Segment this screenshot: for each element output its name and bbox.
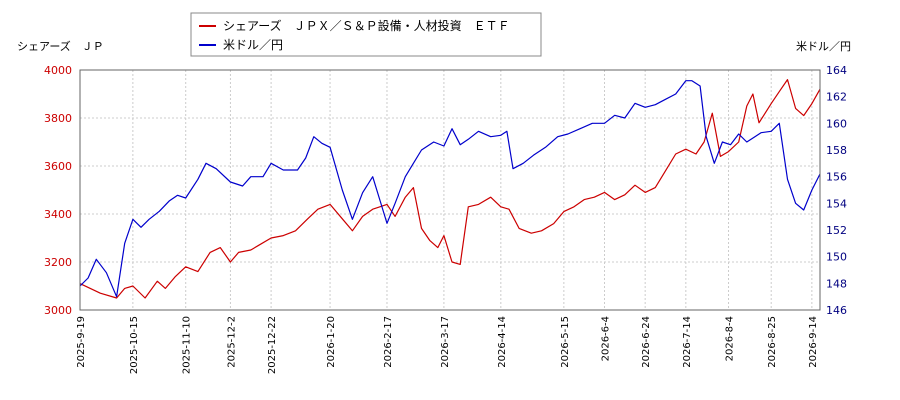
x-tick-label: 2026-8-25 [767, 316, 778, 368]
x-tick-label: 2026-2-17 [383, 316, 394, 368]
plot-frame [79, 69, 821, 311]
axis-tick-labels: 3000 3200 3400 3600 3800 4000 146 148 150 152 154 1… [44, 64, 847, 374]
right-y-tick-label: 154 [826, 197, 847, 210]
right-y-tick-label: 146 [826, 304, 847, 317]
right-y-tick-label: 160 [826, 117, 847, 130]
x-tick-label: 2026-3-17 [440, 316, 451, 368]
left-y-tick-label: 3400 [44, 208, 72, 221]
x-tick-label: 2026-6-4 [601, 316, 612, 361]
series-line-etf [79, 78, 821, 299]
left-y-tick-label: 3800 [44, 112, 72, 125]
left-y-tick-label: 3600 [44, 160, 72, 173]
left-axis-title: シェアーズ ＪＰ [17, 39, 104, 53]
x-tick-label: 2025-12-2 [226, 316, 237, 368]
left-y-tick-label: 3200 [44, 256, 72, 269]
x-tick-label: 2026-9-14 [808, 316, 819, 368]
x-tick-label: 2026-5-15 [560, 316, 571, 368]
x-tick-label: 2026-6-24 [641, 316, 652, 368]
left-y-tick-label: 3000 [44, 304, 72, 317]
x-tick-label: 2025-12-22 [267, 316, 278, 374]
x-tick-label: 2025-10-15 [129, 316, 140, 374]
legend: シェアーズ ＪＰＸ／Ｓ＆Ｐ設備・人材投資 ＥＴＦ 米ドル／円 [190, 12, 542, 57]
legend-label-usdjpy: 米ドル／円 [223, 38, 283, 52]
right-y-tick-label: 148 [826, 277, 847, 290]
x-tick-label: 2026-1-20 [326, 316, 337, 368]
right-y-tick-label: 164 [826, 64, 847, 77]
x-tick-label: 2026-4-14 [497, 316, 508, 368]
right-y-tick-label: 156 [826, 171, 847, 184]
series-lines [79, 78, 821, 299]
right-y-tick-label: 162 [826, 91, 847, 104]
right-y-tick-label: 150 [826, 251, 847, 264]
right-axis-title: 米ドル／円 [796, 40, 851, 53]
left-y-tick-label: 4000 [44, 64, 72, 77]
legend-label-etf: シェアーズ ＪＰＸ／Ｓ＆Ｐ設備・人材投資 ＥＴＦ [223, 18, 510, 33]
grid [79, 69, 820, 311]
legend-box [190, 12, 542, 57]
x-tick-label: 2025-9-19 [76, 316, 87, 368]
series-line-usdjpy [79, 80, 821, 298]
x-tick-label: 2026-7-14 [682, 316, 693, 368]
x-tick-label: 2025-11-10 [182, 316, 193, 374]
right-y-tick-label: 152 [826, 224, 847, 237]
right-y-tick-label: 158 [826, 144, 847, 157]
x-tick-label: 2026-8-4 [725, 316, 736, 361]
